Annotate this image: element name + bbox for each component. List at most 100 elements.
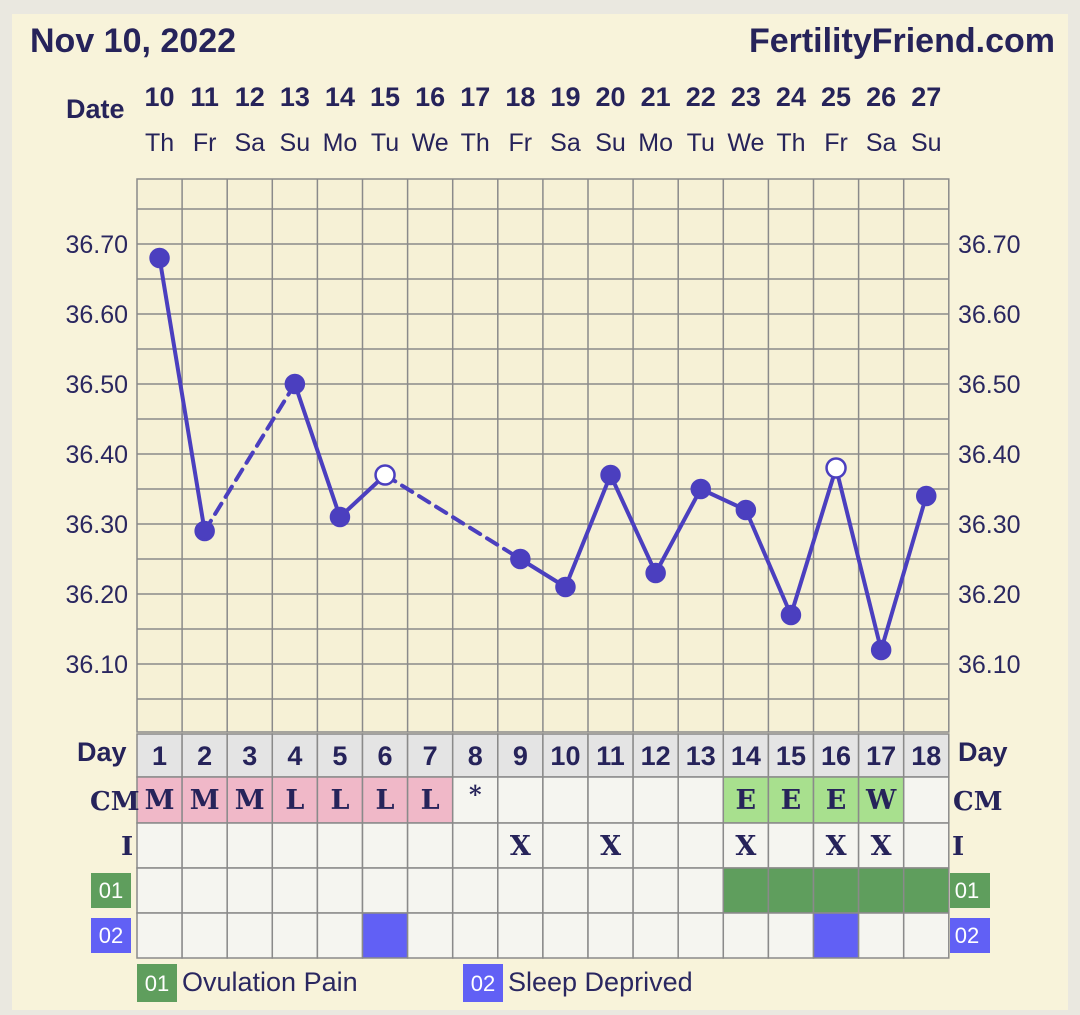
temperature-points (149, 247, 937, 661)
cycle-day-label: 10 (550, 741, 580, 771)
cm-value: L (421, 785, 440, 816)
weekday-label: Th (461, 129, 490, 157)
date-number: 17 (460, 82, 490, 112)
intercourse-mark: X (826, 831, 847, 862)
custom02-cell (902, 912, 950, 959)
custom01-cell (271, 867, 319, 914)
legend: 01 Ovulation Pain 02 Sleep Deprived (137, 964, 693, 1002)
custom02-cell (271, 912, 319, 959)
intercourse-mark: X (871, 831, 892, 862)
weekday-label: Tu (371, 129, 399, 157)
weekday-label: Mo (323, 129, 358, 157)
temperature-segment (292, 382, 342, 519)
temperature-point (870, 639, 892, 661)
temperature-segment-dashed (202, 382, 297, 533)
date-number: 16 (415, 82, 445, 112)
cm-value: M (145, 785, 175, 816)
intercourse-cell (406, 822, 454, 869)
y-tick-label-left: 36.20 (65, 581, 128, 609)
date-number: 21 (641, 82, 671, 112)
custom01-cell (316, 867, 364, 914)
custom01-chip-left (91, 873, 131, 908)
day-cell (497, 733, 544, 778)
cycle-day-label: 6 (378, 741, 393, 771)
custom01-cell (181, 867, 228, 914)
weekday-label: Fr (824, 129, 848, 157)
y-tick-label-right: 36.70 (958, 231, 1021, 259)
custom01-chip-right-label: 01 (955, 878, 979, 903)
date-row-label: Date (66, 94, 125, 124)
legend-02-chip (463, 964, 503, 1002)
custom01-cell (361, 867, 409, 914)
date-number: 27 (911, 82, 941, 112)
cm-value: L (330, 785, 349, 816)
temperature-point (916, 485, 937, 507)
custom01-cell (497, 867, 544, 914)
custom02-cell (181, 912, 228, 959)
weekday-label: Fr (193, 129, 217, 157)
temperature-grid (136, 178, 950, 733)
weekday-label: Sa (866, 129, 897, 157)
cycle-day-label: 15 (776, 741, 806, 771)
custom01-cell-marked (857, 867, 905, 914)
cycle-day-label: 3 (242, 741, 257, 771)
intercourse-mark: X (735, 831, 756, 862)
cycle-day-label: 5 (332, 741, 347, 771)
cycle-day-label: 18 (911, 741, 941, 771)
cycle-day-label: 7 (423, 741, 438, 771)
custom02-cell (316, 912, 364, 959)
custom02-cell (722, 912, 770, 959)
cycle-day-label: 14 (731, 741, 761, 771)
temperature-segment (743, 508, 793, 617)
cycle-day-label: 9 (513, 741, 528, 771)
cycle-day-label: 1 (152, 741, 167, 771)
cm-cell (542, 776, 589, 824)
custom02-cell (632, 912, 679, 959)
intercourse-cell (677, 822, 725, 869)
custom02-cell (451, 912, 499, 959)
date-number: 20 (596, 82, 626, 112)
custom01-chip-right (950, 873, 990, 908)
intercourse-cell (226, 822, 274, 869)
legend-01-label: Ovulation Pain (182, 967, 358, 997)
day-cell (857, 733, 905, 778)
date-number: 24 (776, 82, 806, 112)
custom02-cell (677, 912, 725, 959)
day-row-label-right: Day (958, 737, 1008, 767)
intercourse-cell (316, 822, 364, 869)
y-tick-label-left: 36.30 (65, 511, 128, 539)
legend-02-code: 02 (471, 971, 495, 996)
temperature-segment (879, 494, 929, 652)
cm-value: L (376, 785, 395, 816)
temperature-point (510, 548, 531, 570)
intercourse-cell (136, 822, 183, 869)
custom02-chip-left (91, 918, 131, 953)
weekday-label: Mo (638, 129, 673, 157)
date-number: 23 (731, 82, 761, 112)
cm-cell (632, 776, 679, 824)
custom01-cell (451, 867, 499, 914)
custom02-cell (542, 912, 589, 959)
cm-cell (857, 776, 905, 824)
intercourse-cell (497, 822, 544, 869)
cm-cell (361, 776, 409, 824)
intercourse-cell (632, 822, 679, 869)
intercourse-cell (902, 822, 950, 869)
temperature-point (600, 464, 621, 486)
cm-cell (406, 776, 454, 824)
weekday-label: Su (280, 129, 311, 157)
y-tick-label-right: 36.30 (958, 511, 1021, 539)
temperature-point (194, 520, 215, 542)
custom01-cell (406, 867, 454, 914)
custom01-cell (136, 867, 183, 914)
y-tick-label-right: 36.60 (958, 301, 1021, 329)
date-labels: 10 Th 11 Fr 12 Sa 13 Su 14 Mo 15 Tu 16 We 17 Th 18 Fr 19 Sa… (145, 82, 942, 157)
date-number: 13 (280, 82, 310, 112)
cm-cell (902, 776, 950, 824)
y-tick-label-left: 36.50 (65, 371, 128, 399)
weekday-label: We (727, 129, 764, 157)
cycle-day-label: 12 (641, 741, 671, 771)
custom02-chip-left-label: 02 (99, 923, 123, 948)
custom01-cell-marked (767, 867, 815, 914)
